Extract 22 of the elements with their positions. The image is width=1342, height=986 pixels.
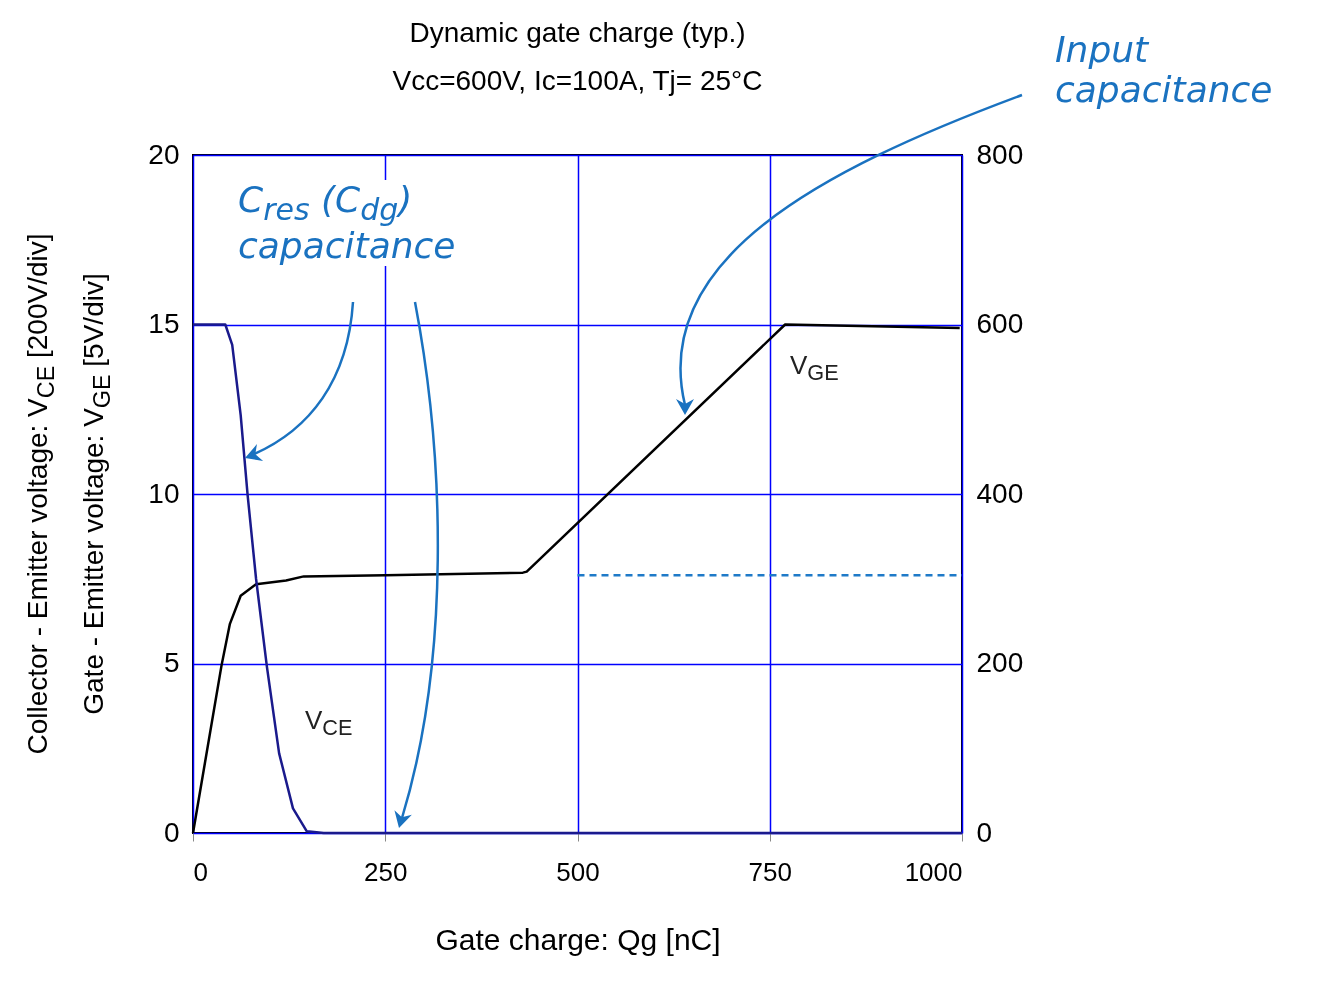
y-tick-label: 15 bbox=[148, 308, 180, 339]
series-label: V$_{GE}$ bbox=[790, 350, 839, 387]
series-label: V$_{CE}$ bbox=[305, 705, 353, 742]
x-tick-label: 0 bbox=[193, 856, 208, 887]
x-tick-label: 250 bbox=[364, 856, 408, 887]
x-tick-label: 1000 bbox=[904, 856, 963, 887]
annotation: C$_{res}$ (C$_{dg}$) capacitance bbox=[238, 179, 456, 267]
y2-tick-label: 800 bbox=[976, 138, 1024, 170]
x-tick-label: 500 bbox=[556, 856, 600, 887]
y2-tick-label: 600 bbox=[976, 308, 1024, 339]
x-axis-title: Gate charge: Qg [nC] bbox=[435, 922, 721, 956]
chart-title: Dynamic gate charge (typ.) bbox=[409, 17, 746, 48]
y2-tick-label: 400 bbox=[976, 477, 1024, 509]
y-tick-label: 0 bbox=[163, 816, 180, 848]
y2-tick-label: 200 bbox=[976, 647, 1024, 678]
y2-tick-label: 0 bbox=[976, 816, 993, 848]
text: Input capacitance bbox=[1055, 29, 1273, 110]
y-tick-label: 10 bbox=[148, 477, 180, 509]
x-tick-label: 750 bbox=[748, 856, 792, 887]
y-tick-label: 20 bbox=[148, 138, 180, 170]
chart-subtitle: Vcc=600V, Ic=100A, Tj= 25°C bbox=[392, 65, 763, 96]
y-tick-label: 5 bbox=[163, 647, 180, 678]
